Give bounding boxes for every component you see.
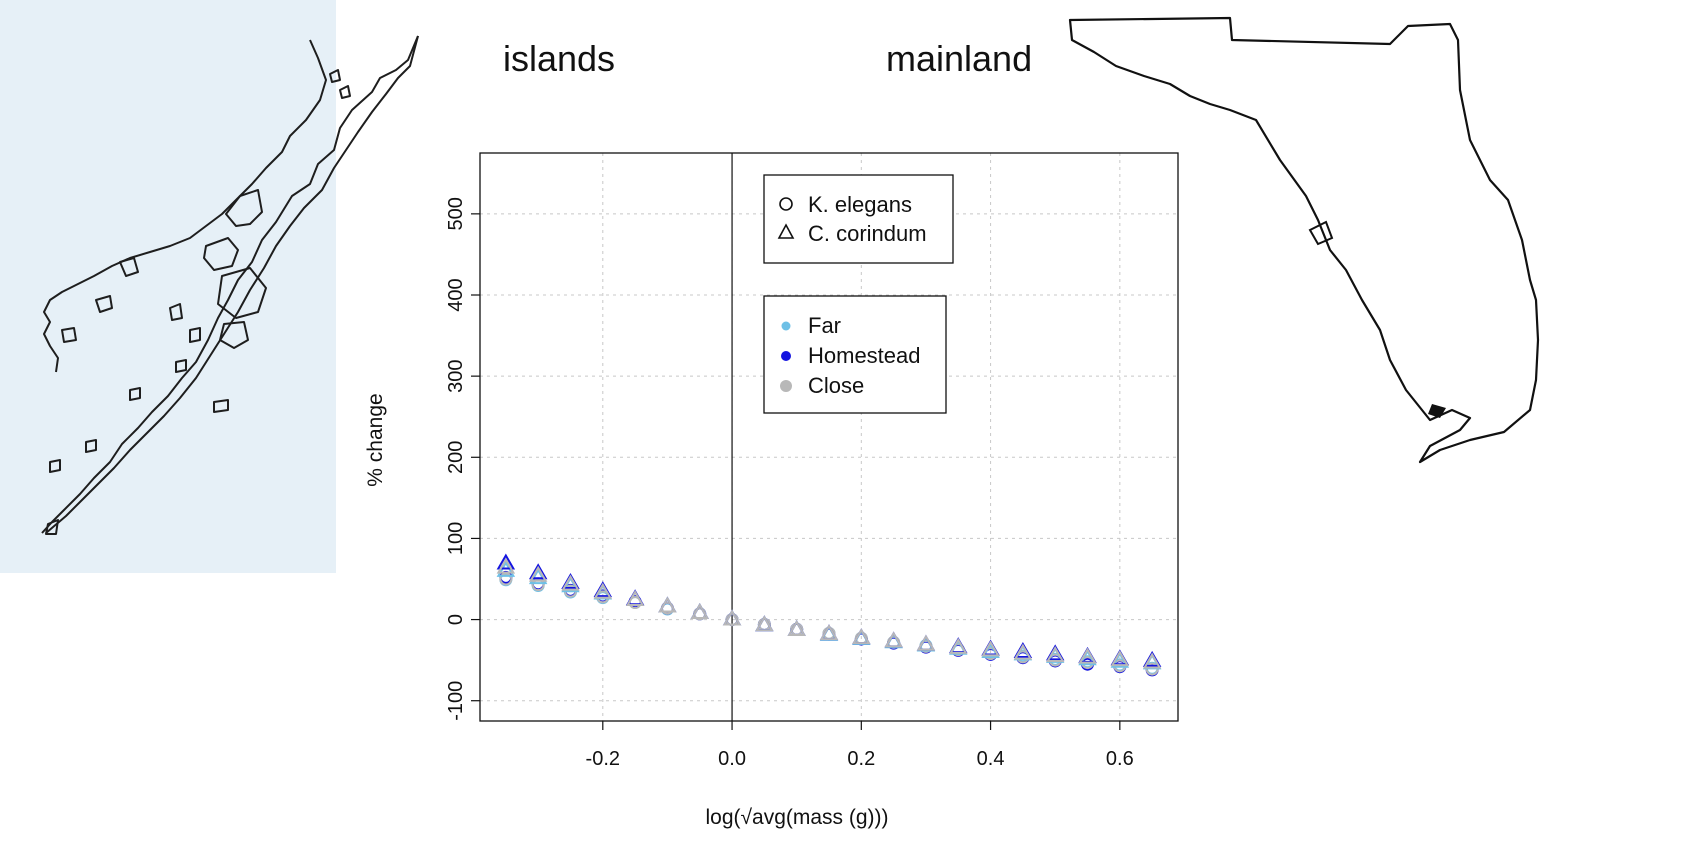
c-corindum-point-close bbox=[1078, 647, 1097, 664]
x-axis-title: log(√avg(mass (g))) bbox=[705, 806, 888, 829]
x-axis: -0.2 0.0 0.2 0.4 0.6 bbox=[586, 721, 1134, 770]
c-corindum-point-close bbox=[722, 609, 742, 626]
florida-keys-map bbox=[41, 35, 419, 535]
x-tick-label: 0.2 bbox=[847, 748, 875, 770]
y-tick-label: 400 bbox=[445, 278, 467, 311]
c-corindum-point-close bbox=[884, 631, 903, 648]
legend-homestead-marker bbox=[781, 351, 791, 361]
florida-mainland-map bbox=[1068, 16, 1540, 464]
legend-sites-box bbox=[763, 295, 947, 414]
c-corindum-point-close bbox=[1142, 652, 1162, 669]
c-corindum-point-close bbox=[916, 634, 936, 651]
x-tick-label: -0.2 bbox=[586, 748, 620, 770]
c-corindum-point-close bbox=[852, 628, 871, 645]
c-corindum-point-close bbox=[496, 557, 516, 574]
legend-label-close: Close bbox=[808, 373, 864, 398]
plot-frame bbox=[479, 152, 1179, 722]
c-corindum-point-close bbox=[787, 620, 806, 637]
legend-far-marker bbox=[781, 321, 791, 331]
y-axis: -100 0 100 200 300 400 500 bbox=[445, 197, 480, 721]
c-corindum-point-close bbox=[658, 596, 677, 613]
islands-label: islands bbox=[503, 38, 616, 79]
x-tick-label: 0.0 bbox=[718, 748, 746, 770]
legend-label-far: Far bbox=[808, 313, 841, 338]
legend-label-c-corindum: C. corindum bbox=[808, 221, 927, 246]
c-corindum-point-close bbox=[949, 637, 968, 654]
c-corindum-point-close bbox=[690, 603, 709, 620]
x-tick-label: 0.4 bbox=[977, 748, 1005, 770]
grid bbox=[480, 153, 1178, 721]
c-corindum-point-homestead bbox=[528, 563, 548, 580]
c-corindum-point-close bbox=[625, 590, 645, 607]
c-corindum-point-close bbox=[561, 574, 580, 591]
legend-close-marker bbox=[780, 380, 792, 392]
y-tick-label: 300 bbox=[445, 359, 467, 392]
x-tick-label: 0.6 bbox=[1106, 748, 1134, 770]
legend-species-box bbox=[763, 174, 954, 264]
y-tick-label: 100 bbox=[445, 522, 467, 555]
c-corindum-point-close bbox=[981, 640, 1000, 657]
y-tick-label: 0 bbox=[445, 614, 467, 625]
data-points bbox=[496, 553, 1162, 677]
c-corindum-point-close bbox=[755, 615, 774, 632]
c-corindum-point-close bbox=[1045, 646, 1065, 663]
c-corindum-point-close bbox=[819, 624, 839, 641]
c-corindum-point-close bbox=[1013, 643, 1033, 660]
islands-map-background bbox=[0, 0, 336, 573]
legend-label-homestead: Homestead bbox=[808, 343, 921, 368]
y-tick-label: -100 bbox=[445, 681, 467, 721]
legend-triangle-marker bbox=[777, 223, 795, 239]
c-corindum-point-close bbox=[528, 565, 548, 582]
legend-circle-marker bbox=[779, 197, 793, 211]
legend-species: K. elegans C. corindum bbox=[763, 174, 954, 264]
legend-label-k-elegans: K. elegans bbox=[808, 192, 912, 217]
c-corindum-point-close bbox=[1110, 650, 1130, 667]
y-tick-label: 500 bbox=[445, 197, 467, 230]
legend-sites: Far Homestead Close bbox=[763, 295, 947, 414]
c-corindum-point-homestead bbox=[496, 553, 516, 570]
c-corindum-point-close bbox=[593, 582, 613, 599]
y-axis-title: % change bbox=[364, 393, 387, 486]
mainland-label: mainland bbox=[886, 38, 1033, 79]
y-tick-label: 200 bbox=[445, 441, 467, 474]
c-corindum-point-far bbox=[528, 568, 548, 585]
